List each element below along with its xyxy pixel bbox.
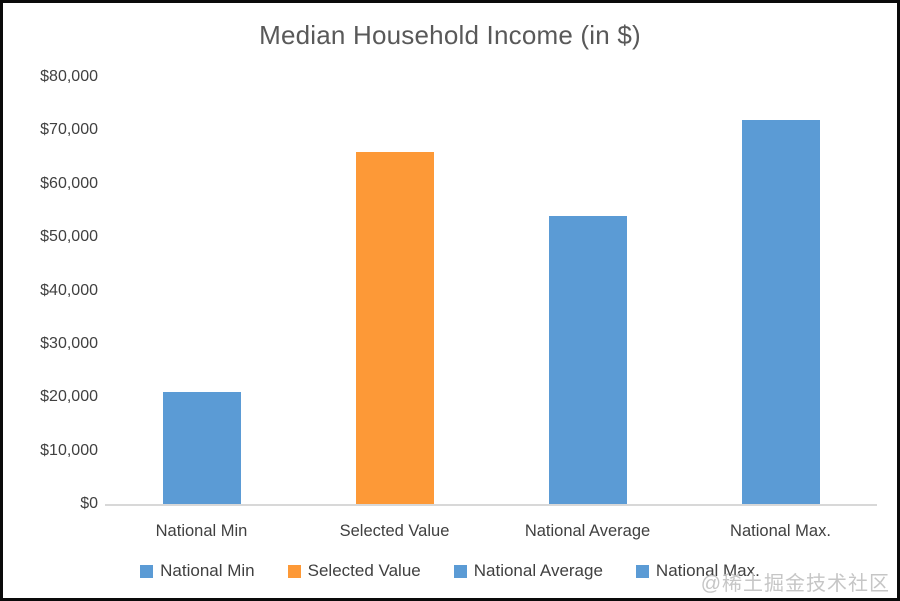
legend-item-national-max: National Max.: [635, 561, 760, 581]
y-tick-label: $80,000: [40, 68, 98, 85]
legend-item-national-min: National Min: [140, 561, 255, 581]
y-tick-label: $0: [80, 495, 98, 512]
y-axis: $0 $10,000 $20,000 $30,000 $40,000 $50,000 $60…: [3, 3, 98, 598]
y-tick-label: $50,000: [40, 228, 98, 246]
y-tick-label: $40,000: [40, 281, 98, 299]
legend: National Min Selected Value National Avera…: [3, 561, 897, 581]
legend-item-label: National Average: [473, 561, 603, 580]
legend-item-label: National Max.: [655, 561, 760, 580]
x-axis: National Min Selected Value National Avera…: [105, 518, 877, 544]
x-category-label: Selected Value: [339, 522, 450, 540]
legend-item-label: Selected Value: [307, 561, 421, 580]
bar-selected-value: [355, 151, 434, 504]
plot-area: [105, 77, 877, 506]
chart-title: Median Household Income (in $): [259, 20, 641, 50]
legend-swatch-icon: [287, 564, 301, 578]
bar-national-min: [162, 391, 241, 504]
legend-item-selected-value: Selected Value: [287, 561, 421, 581]
legend-swatch-icon: [635, 564, 649, 578]
y-tick-label: $20,000: [40, 388, 98, 406]
x-category-label: National Average: [524, 522, 651, 540]
legend-item-label: National Min: [160, 561, 255, 580]
bar-national-max: [741, 119, 820, 504]
y-tick-label: $70,000: [40, 121, 98, 139]
bar-national-average: [548, 215, 627, 504]
y-tick-label: $30,000: [40, 334, 98, 352]
legend-item-national-average: National Average: [453, 561, 603, 581]
y-tick-label: $60,000: [40, 174, 98, 192]
legend-swatch-icon: [140, 564, 154, 578]
legend-swatch-icon: [453, 564, 467, 578]
x-category-label: National Min: [155, 522, 248, 540]
x-category-label: National Max.: [730, 522, 831, 540]
y-tick-label: $10,000: [40, 441, 98, 459]
